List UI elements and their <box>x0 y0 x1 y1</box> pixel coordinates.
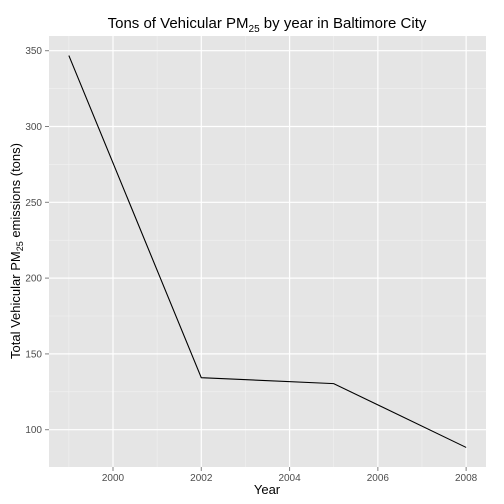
x-tick-label: 2000 <box>102 473 125 484</box>
series-layer <box>68 55 467 448</box>
chart-title-prefix: Tons of Vehicular PM <box>108 15 249 32</box>
y-tick-label: 350 <box>25 46 42 57</box>
y-axis-title: Total Vehicular PM25 emissions (tons) <box>8 143 25 359</box>
series-line <box>68 55 467 448</box>
x-axis-title: Year <box>254 482 281 497</box>
y-axis-title-suffix: emissions (tons) <box>8 143 23 241</box>
x-tick-label: 2002 <box>190 473 213 484</box>
y-axis-title-subscript: 25 <box>15 241 25 251</box>
y-tick-label: 250 <box>25 198 42 209</box>
major-gridlines <box>49 36 486 467</box>
y-tick-label: 300 <box>25 122 42 133</box>
x-tick-label: 2008 <box>455 473 478 484</box>
y-tick-label: 150 <box>25 349 42 360</box>
x-tick-label: 2004 <box>278 473 301 484</box>
chart-title-subscript: 25 <box>249 24 261 35</box>
x-axis-ticks: 2000 2002 2004 2006 2008 <box>102 467 478 484</box>
plot-panel <box>49 36 486 467</box>
y-axis-ticks: 100 150 200 250 300 350 <box>25 46 49 436</box>
chart-title-suffix: by year in Baltimore City <box>260 15 427 32</box>
minor-gridlines <box>49 36 486 467</box>
y-tick-label: 100 <box>25 425 42 436</box>
chart-title: Tons of Vehicular PM25 by year in Baltim… <box>108 15 427 35</box>
x-tick-label: 2006 <box>367 473 390 484</box>
y-axis-title-prefix: Total Vehicular PM <box>8 251 23 359</box>
y-tick-label: 200 <box>25 274 42 285</box>
